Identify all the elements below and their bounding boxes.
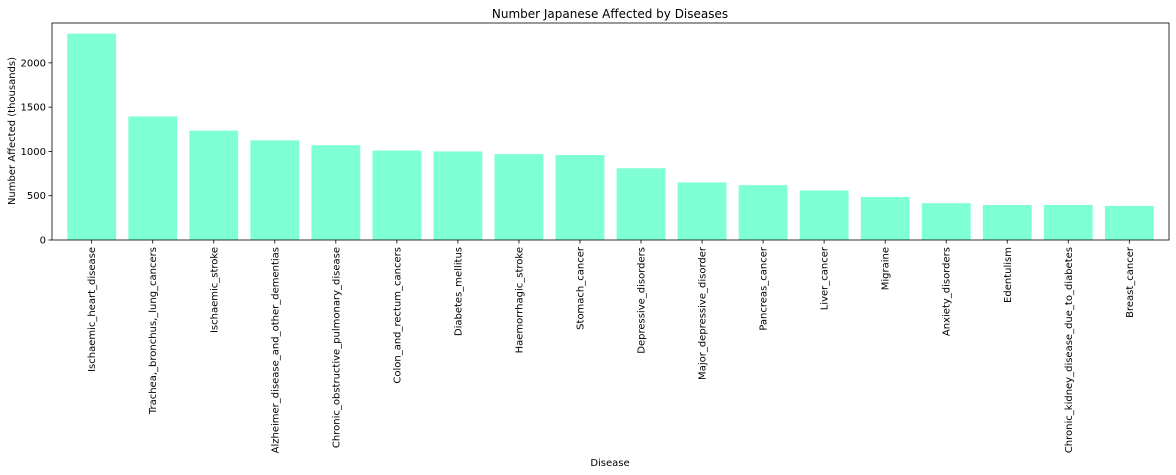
x-tick-label: Anxiety_disorders [942, 247, 953, 336]
x-tick-label: Trachea,_bronchus,_lung_cancers [148, 247, 159, 415]
y-tick-label: 1500 [21, 103, 46, 114]
y-axis: 0 500 1000 1500 2000 [21, 58, 52, 247]
x-tick-label: Alzheimer_disease_and_other_dementias [270, 247, 281, 453]
bar-breast-cancer [1104, 205, 1154, 240]
x-tick-label: Diabetes_mellitus [453, 247, 464, 336]
y-tick-label: 0 [40, 236, 46, 247]
x-tick-label: Breast_cancer [1125, 246, 1136, 318]
bar-edentulism [982, 205, 1032, 240]
y-axis-label: Number Affected (thousands) [7, 57, 18, 205]
y-tick-label: 500 [27, 191, 46, 202]
plot-frame [51, 22, 1170, 241]
bar-alzheimer-disease-and-other-dementias [250, 140, 300, 240]
bar-ischaemic-stroke [189, 130, 239, 240]
bar-chronic-obstructive-pulmonary-disease [311, 145, 361, 240]
x-tick-label: Ischaemic_stroke [209, 247, 220, 333]
x-tick-label: Migraine [881, 247, 892, 290]
x-tick-label: Depressive_disorders [637, 247, 648, 354]
bar-major-depressive-disorder [677, 182, 727, 240]
bar-anxiety-disorders [921, 203, 971, 240]
x-axis-label: Disease [590, 458, 629, 469]
bar-chronic-kidney-disease-due-to-diabetes [1043, 205, 1093, 240]
bar-diabetes-mellitus [433, 151, 483, 240]
bar-migraine [860, 197, 910, 240]
bar-ischaemic-heart-disease [67, 33, 117, 240]
bar-trachea-bronchus-lung-cancers [128, 116, 178, 240]
bar-depressive-disorders [616, 168, 666, 240]
x-tick-label: Pancreas_cancer [759, 246, 770, 331]
x-tick-label: Edentulism [1003, 247, 1014, 303]
x-tick-label: Ischaemic_heart_disease [87, 247, 98, 372]
bar-haemorrhagic-stroke [494, 154, 544, 240]
y-tick-label: 2000 [21, 58, 46, 69]
chart-title: Number Japanese Affected by Diseases [492, 7, 728, 21]
x-tick-label: Chronic_kidney_disease_due_to_diabetes [1064, 247, 1075, 453]
bar-pancreas-cancer [738, 185, 788, 240]
x-tick-label: Liver_cancer [820, 246, 831, 310]
x-tick-label: Major_depressive_disorder [698, 246, 709, 380]
x-tick-label: Haemorrhagic_stroke [514, 247, 525, 353]
x-tick-label: Colon_and_rectum_cancers [392, 247, 403, 384]
bar-stomach-cancer [555, 154, 605, 240]
y-tick-label: 1000 [21, 147, 46, 158]
x-tick-label: Stomach_cancer [575, 246, 586, 330]
x-axis: Ischaemic_heart_disease Trachea,_bronchus… [87, 240, 1136, 453]
bar-colon-and-rectum-cancers [372, 150, 422, 240]
x-tick-label: Chronic_obstructive_pulmonary_disease [331, 247, 342, 448]
bar-liver-cancer [799, 190, 849, 240]
bars-group [67, 33, 1154, 240]
